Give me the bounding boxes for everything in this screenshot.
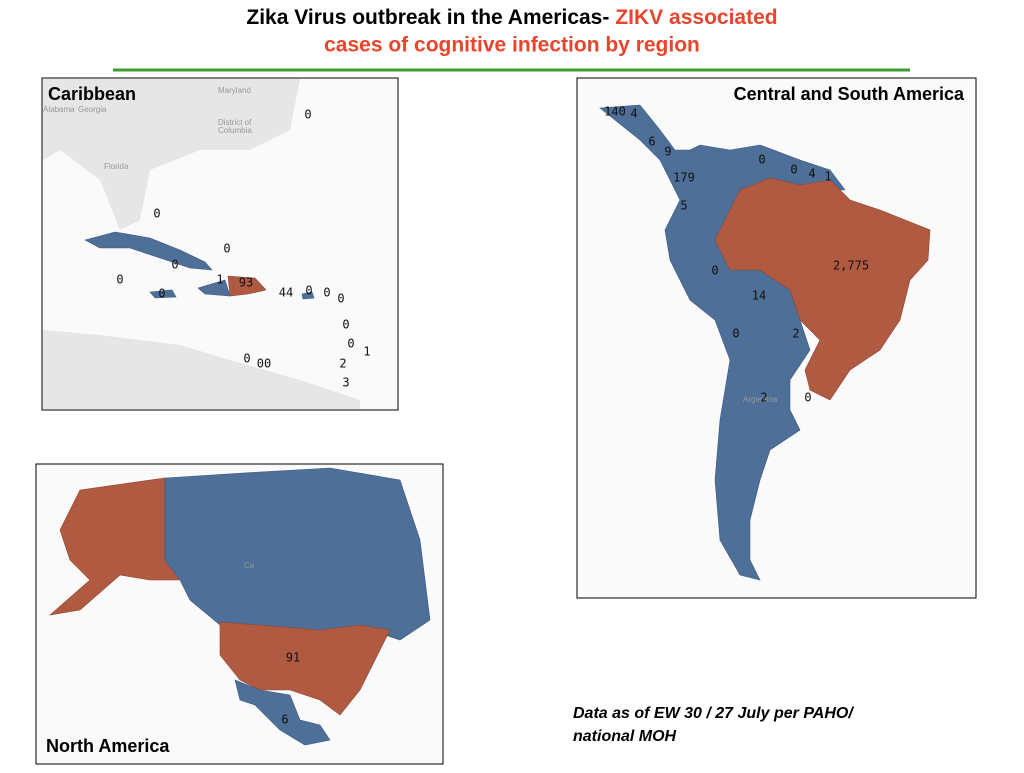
slide-title: Zika Virus outbreak in the Americas- ZIKV… — [246, 6, 777, 29]
region-label: 0 — [153, 207, 160, 221]
region-label: 140 — [604, 105, 626, 119]
region-label: 0 — [337, 292, 344, 306]
region-label: 0 — [342, 318, 349, 332]
region-label: 3 — [342, 376, 349, 390]
place-name: Alabama — [43, 105, 75, 114]
region-label: 9 — [664, 145, 671, 159]
region-label: 2 — [792, 327, 799, 341]
land — [43, 79, 300, 230]
region-label: 0 — [304, 108, 311, 122]
title-red: ZIKV associated — [615, 6, 777, 29]
region-label: 2 — [760, 391, 767, 405]
region-label: 0 — [116, 273, 123, 287]
region-label: 0 — [711, 264, 718, 278]
region-label: 0 — [790, 163, 797, 177]
region-label: 0 — [305, 284, 312, 298]
north-america-panel: North America — [35, 463, 444, 765]
place-name: Georgia — [78, 105, 107, 114]
region-label: 1 — [216, 273, 223, 287]
region-label: 0 — [323, 286, 330, 300]
footnote-line: Data as of EW 30 / 27 July per PAHO/ — [573, 705, 854, 722]
region-label: 0 — [158, 287, 165, 301]
region-label: 4 — [808, 167, 815, 181]
region-label: 6 — [281, 713, 288, 727]
region-label: 1 — [824, 170, 831, 184]
region-label: 0 — [732, 327, 739, 341]
region-label: 0 — [171, 258, 178, 272]
panel-title: Caribbean — [48, 84, 136, 104]
region-label: 0 — [758, 153, 765, 167]
region-label: 4 — [630, 107, 637, 121]
region-label: 1 — [363, 345, 370, 359]
united-states — [219, 621, 391, 716]
cuba — [84, 231, 213, 271]
place-name: Florida — [104, 162, 129, 171]
region-label: 14 — [752, 289, 766, 303]
region-label: 44 — [279, 286, 293, 300]
jamaica — [149, 289, 177, 299]
region-label: 0 — [804, 391, 811, 405]
mexico — [234, 679, 331, 746]
region-label: 93 — [239, 276, 253, 290]
place-name: Argentina — [743, 395, 778, 404]
footnote: Data as of EW 30 / 27 July per PAHO/nati… — [573, 705, 854, 745]
region-label: 0 — [243, 352, 250, 366]
region-label: 6 — [648, 135, 655, 149]
place-name: District of — [218, 118, 252, 127]
place-name: Maryland — [218, 86, 251, 95]
land — [43, 330, 360, 409]
south-america-panel: Central and South America — [576, 77, 977, 599]
dominican-republic — [227, 275, 267, 297]
puerto-rico — [301, 291, 315, 300]
brazil — [714, 177, 931, 401]
caribbean-panel: Caribbean — [41, 77, 399, 411]
region-label: 0 — [223, 242, 230, 256]
title-black: Zika Virus outbreak in the Americas- — [246, 6, 609, 29]
region-label: 91 — [286, 651, 300, 665]
footnote-line: national MOH — [573, 728, 677, 745]
region-label: 5 — [680, 199, 687, 213]
region-label: 2,775 — [833, 259, 869, 273]
region-label: 179 — [673, 171, 695, 185]
region-label: 0 — [347, 337, 354, 351]
region-label: 00 — [257, 357, 271, 371]
panel-title: North America — [46, 736, 170, 756]
region-label: 2 — [339, 357, 346, 371]
place-name: Columbia — [218, 126, 252, 135]
place-name: Ca — [244, 561, 255, 570]
panel-title: Central and South America — [734, 84, 965, 104]
title-red-2: cases of cognitive infection by region — [324, 34, 700, 57]
